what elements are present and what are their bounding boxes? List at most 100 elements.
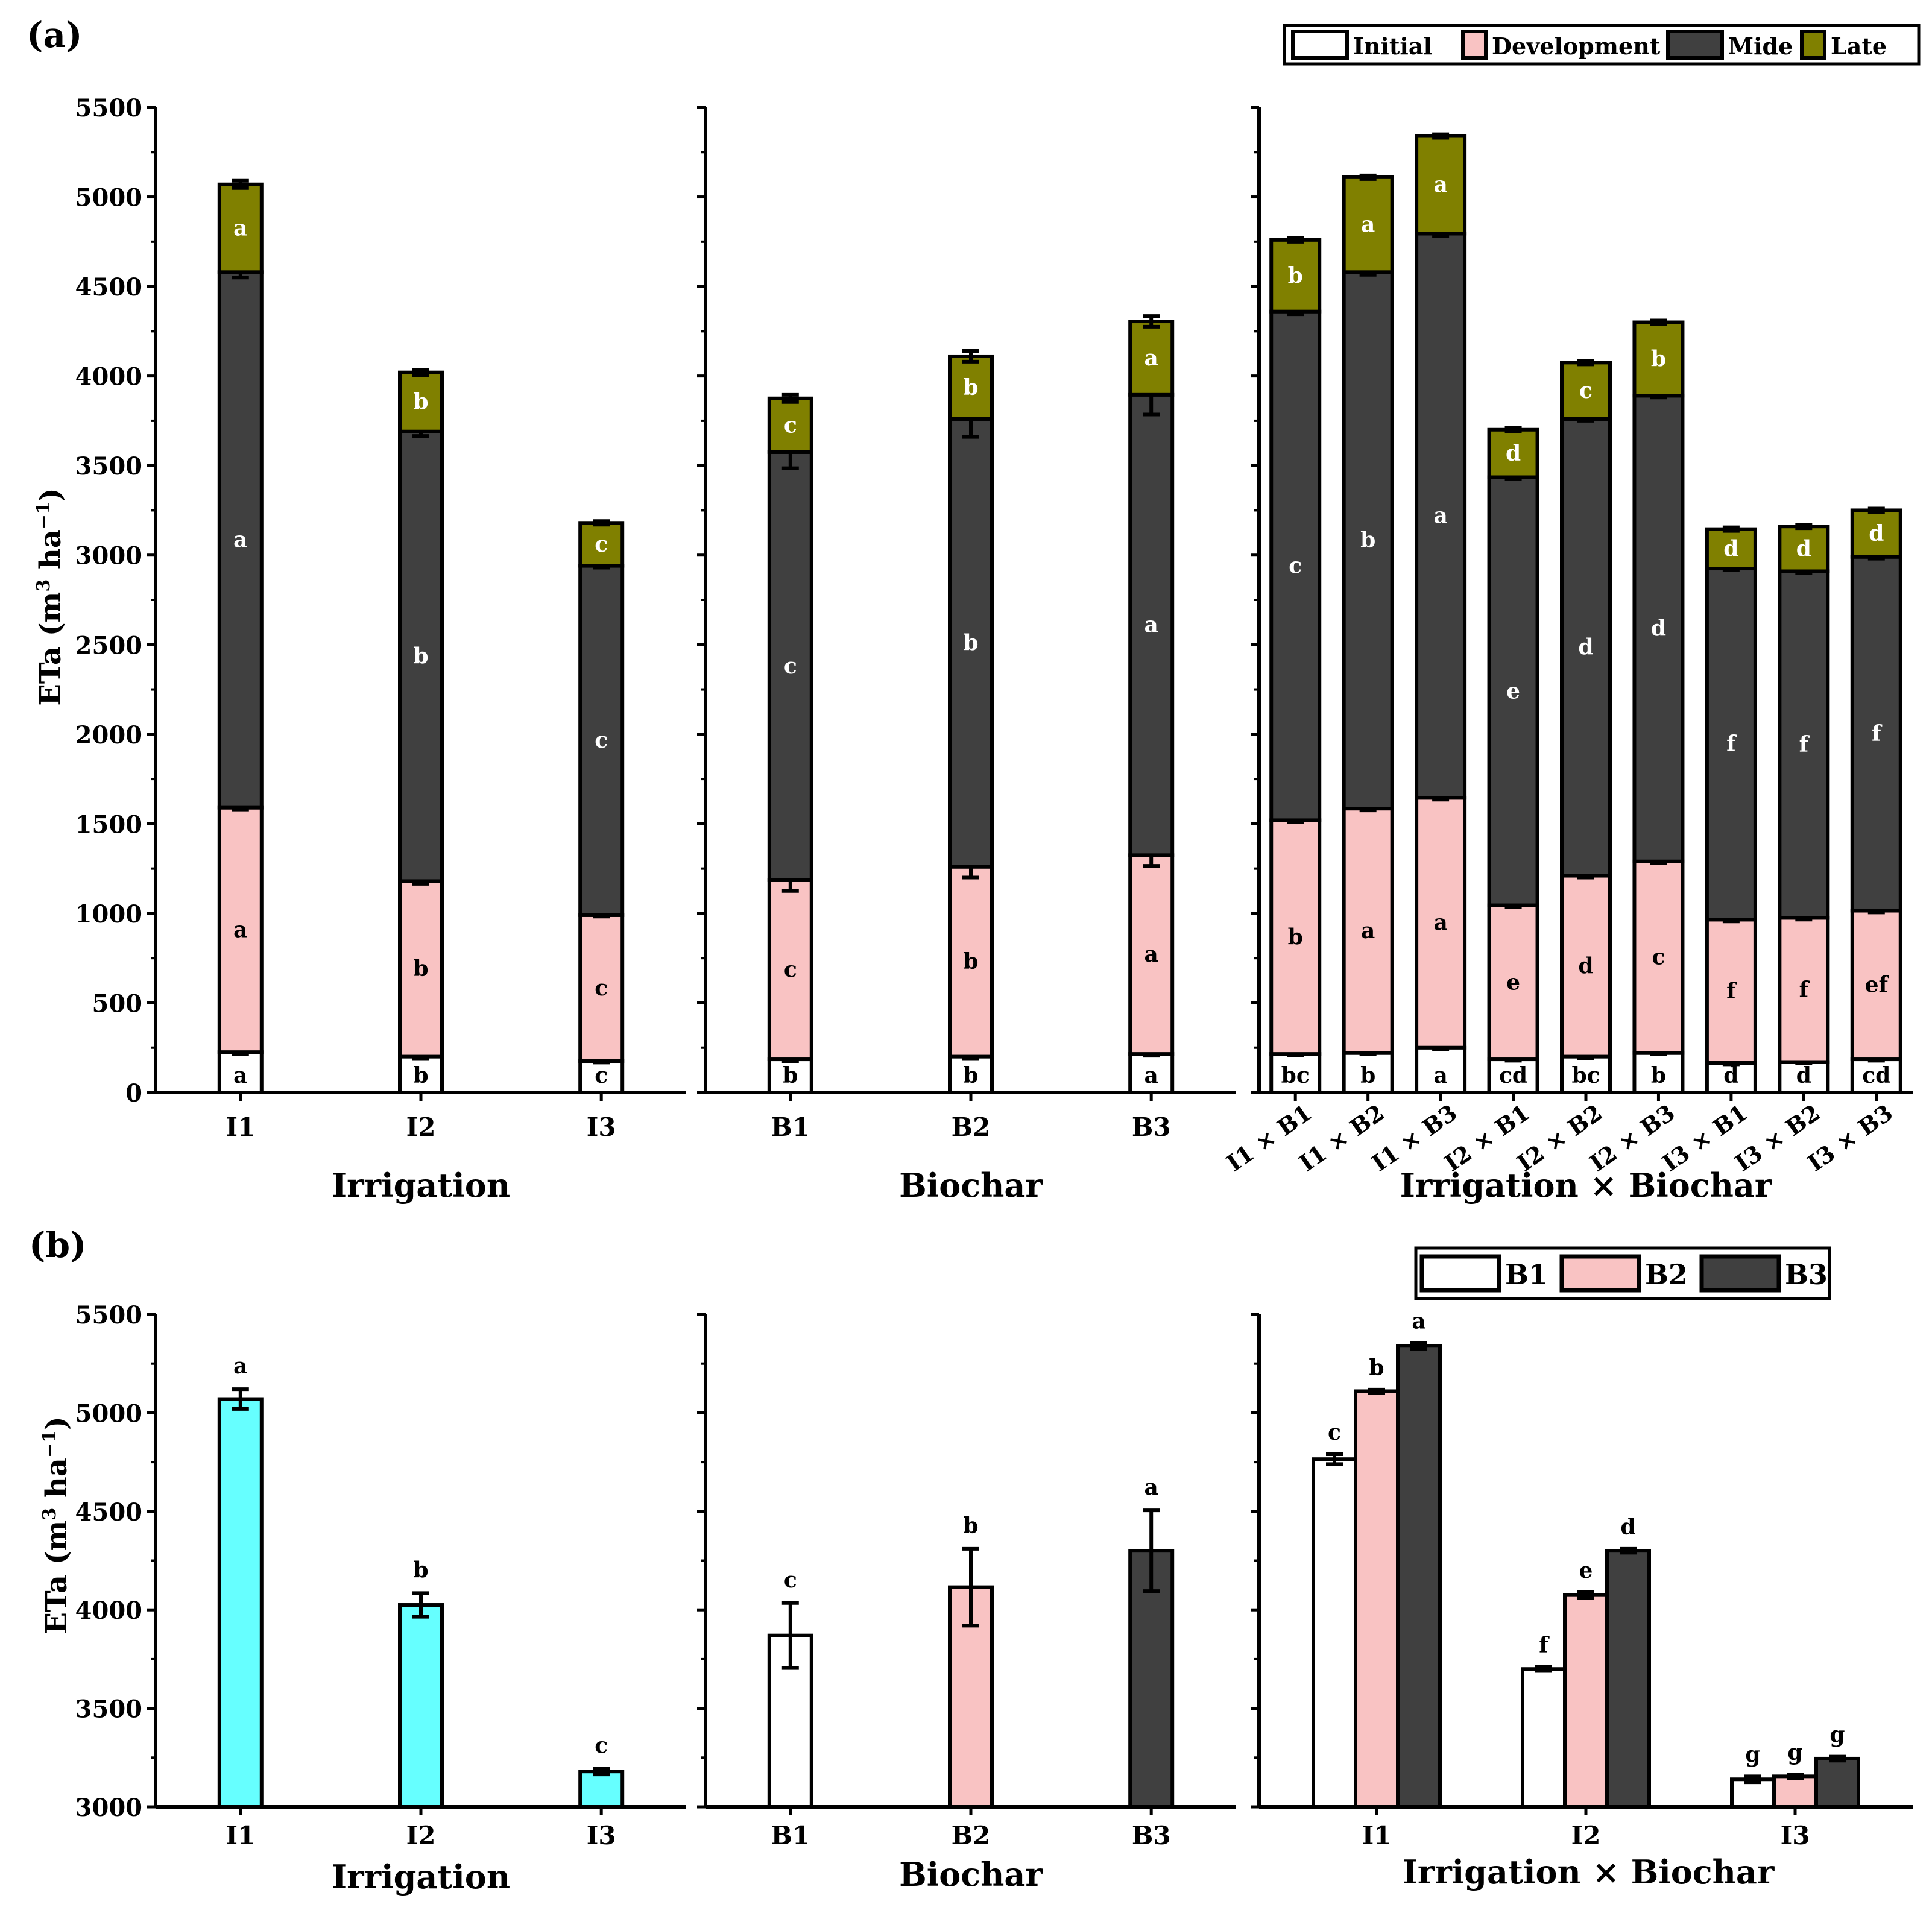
significance-letter: b (1360, 1063, 1375, 1088)
significance-letter: a (1144, 613, 1158, 638)
significance-letter: a (1433, 172, 1447, 197)
x-axis-title: Biochar (899, 1855, 1043, 1894)
significance-letter: a (1144, 1063, 1158, 1088)
y-tick-label: 3500 (75, 1695, 142, 1724)
x-tick-label: I1 (1362, 1821, 1392, 1850)
legend-label-late: Late (1831, 33, 1887, 60)
bar-I3-B3 (1814, 1756, 1860, 1809)
bar-mide-I3 (578, 564, 625, 917)
letter-bg (952, 376, 990, 399)
bar-development-I1B3 (1415, 796, 1467, 1050)
significance-letter: f (1539, 1633, 1550, 1658)
y-tick-label: 4500 (75, 1498, 142, 1527)
chart-b1: 3000 3500 4000 4500 5000 5500 a I1 b I2 c I3 Irrigat… (75, 1301, 686, 1896)
significance-letter: e (1506, 969, 1520, 995)
y-tick-label: 2000 (75, 721, 142, 749)
significance-letter: b (963, 1063, 978, 1088)
x-tick-label: I3 (1781, 1821, 1810, 1850)
legend-label-mide: Mide (1728, 33, 1793, 60)
bar-initial-I1 (217, 1050, 264, 1094)
x-axis-title: Irrigation × Biochar (1403, 1853, 1775, 1891)
significance-letter: f (1726, 979, 1737, 1004)
legend-swatch-initial (1291, 30, 1349, 60)
significance-letter: d (1506, 441, 1521, 466)
bar-mide-I2B3 (1632, 394, 1685, 863)
legend-swatch-development (1461, 30, 1488, 60)
significance-letter: cd (1499, 1063, 1527, 1088)
significance-letter: a (233, 1063, 247, 1088)
significance-letter: d (1723, 1063, 1738, 1088)
letter-bg (402, 391, 440, 413)
x-tick-label: I1 (226, 1821, 255, 1850)
bar-development-I3 (578, 913, 625, 1064)
legend-swatch-b3 (1699, 1254, 1781, 1293)
significance-letter: a (1433, 910, 1447, 936)
letter-bg (1782, 538, 1826, 560)
bar-I2 (398, 1603, 444, 1809)
bar-mide-I3B1 (1705, 567, 1757, 922)
significance-letter: a (233, 216, 247, 241)
bar-B1 (767, 1633, 813, 1809)
significance-letter: c (784, 412, 797, 438)
panel-label-b: (b) (29, 1224, 86, 1265)
x-axis-title: Irrigation (332, 1858, 510, 1896)
significance-letter: bc (1571, 1063, 1600, 1088)
bar-development-B3 (1128, 853, 1175, 1056)
significance-letter: f (1726, 731, 1737, 757)
y-tick-label: 5500 (75, 94, 142, 122)
x-tick-label: I2 (1571, 1821, 1601, 1850)
significance-letter: b (413, 644, 428, 669)
significance-letter: ef (1865, 972, 1890, 998)
bar-I1 (217, 1397, 264, 1809)
y-tick-label: 3000 (75, 542, 142, 570)
x-tick-label: I3 (587, 1821, 616, 1850)
x-tick-label: B3 (1132, 1112, 1171, 1142)
chart-b2: c B1 b B2 a B3 Biochar (697, 1313, 1236, 1894)
significance-letter: b (1288, 263, 1303, 288)
legend-swatch-mide (1666, 30, 1724, 60)
significance-letter: a (1433, 1063, 1447, 1088)
letter-bg (1346, 213, 1390, 236)
significance-letter: a (1433, 503, 1447, 528)
significance-letter: e (1579, 1558, 1593, 1583)
letter-bg (1491, 443, 1535, 465)
significance-letter: b (1288, 924, 1303, 950)
y-tick-label: 4000 (75, 363, 142, 391)
letter-bg (1854, 523, 1898, 545)
bar-development-B1 (767, 878, 813, 1062)
legend-label-development: Development (1492, 33, 1661, 60)
letter-bg (1564, 380, 1608, 402)
letter-bg (221, 217, 259, 239)
legend-stages: Initial Development Mide Late (1283, 24, 1921, 66)
legend-swatch-late (1800, 30, 1826, 60)
x-tick-label: I1 (226, 1112, 255, 1142)
significance-letter: e (1506, 679, 1520, 704)
x-tick-label: I3 (587, 1112, 616, 1142)
y-tick-label: 2500 (75, 631, 142, 660)
legend-label-initial: Initial (1353, 33, 1432, 60)
y-tick-label: 5000 (75, 184, 142, 212)
legend-swatch-b1 (1419, 1254, 1501, 1293)
bar-mide-B3 (1128, 392, 1175, 857)
bar-mide-I3B2 (1778, 569, 1830, 920)
bar-mide-I2 (398, 429, 444, 883)
legend-label-b3: B3 (1785, 1258, 1828, 1291)
significance-letter: f (1799, 732, 1810, 757)
legend-biochar: B1 B2 B3 (1414, 1246, 1831, 1300)
bar-mide-B1 (767, 450, 813, 882)
letter-bg (1274, 265, 1318, 287)
y-tick-label: 5000 (75, 1399, 142, 1428)
y-tick-label: 500 (92, 989, 143, 1018)
significance-letter: b (963, 1513, 978, 1539)
bar-I3-B2 (1772, 1774, 1818, 1809)
bar-development-I3B3 (1850, 909, 1902, 1062)
significance-letter: b (1651, 346, 1666, 371)
x-axis-title: Irrigation × Biochar (1400, 1166, 1772, 1205)
significance-letter: g (1745, 1742, 1760, 1767)
significance-letter: a (233, 527, 247, 552)
chart-a1: 0 500 1000 1500 2000 2500 3000 3500 4000 4500 5000… (75, 94, 686, 1205)
significance-letter: b (963, 630, 978, 655)
bar-I1-B3 (1396, 1344, 1442, 1809)
